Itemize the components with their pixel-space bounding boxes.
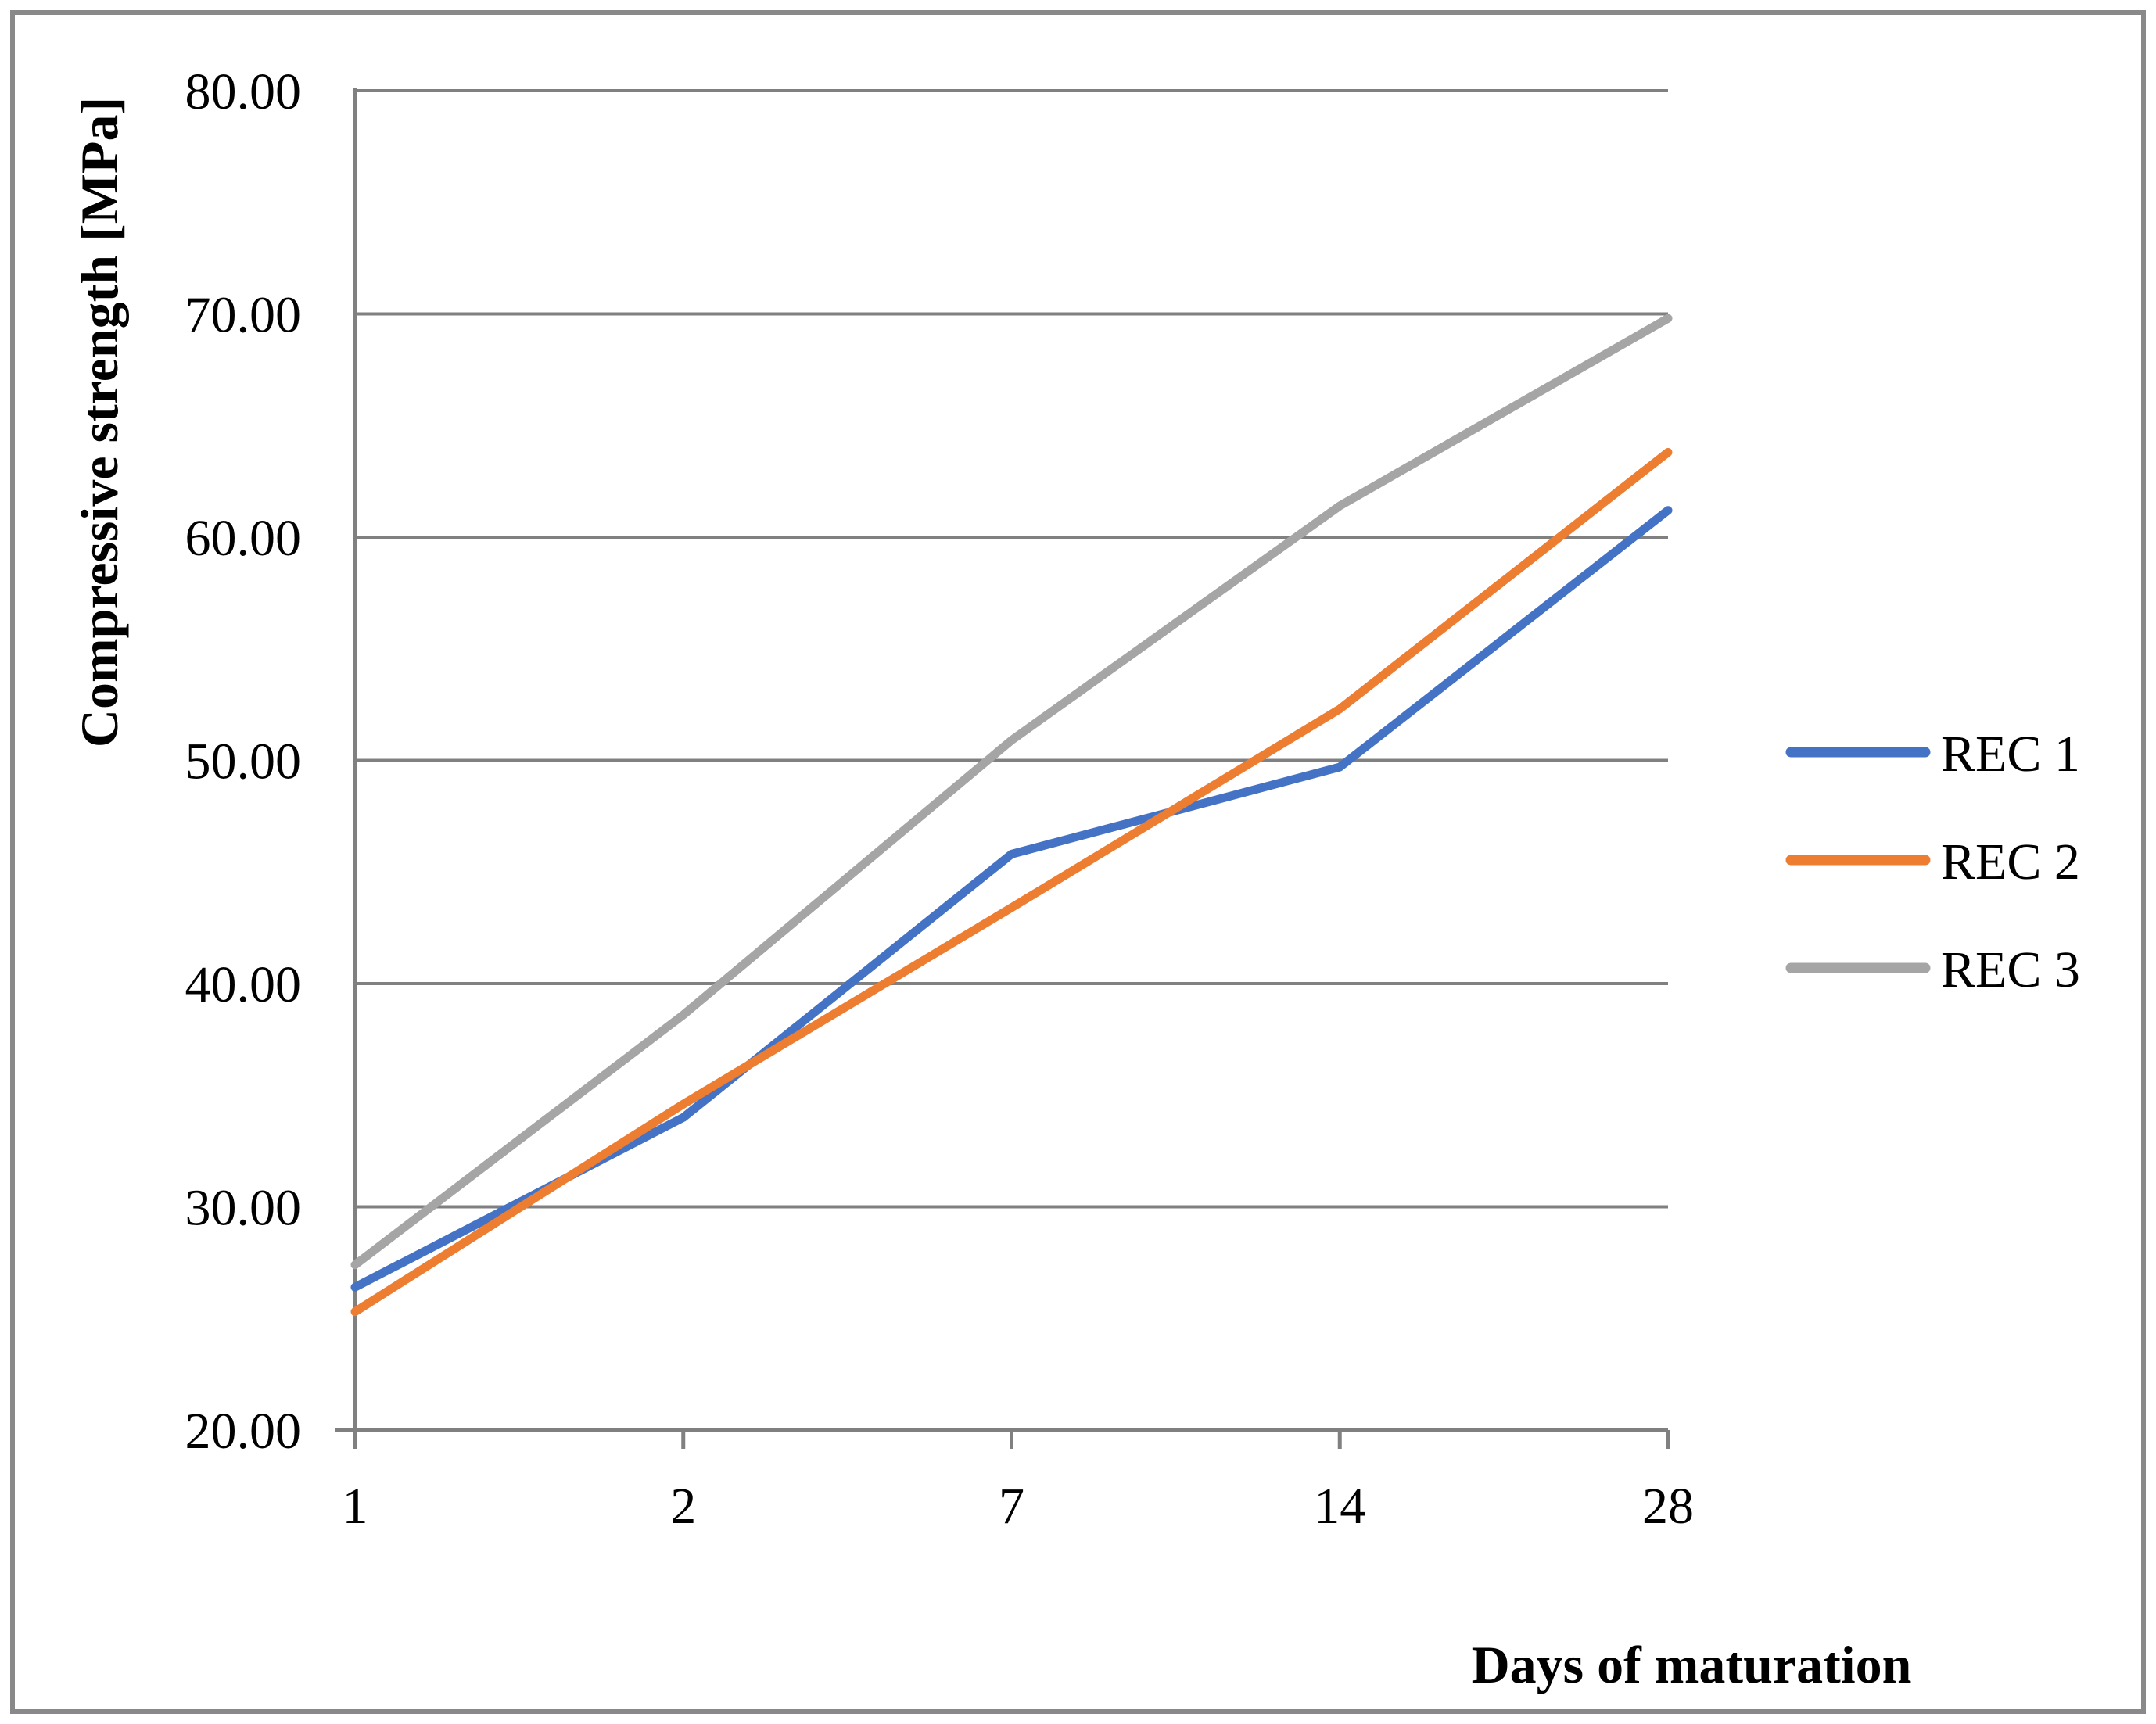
legend-label: REC 3 xyxy=(1941,941,2080,998)
series-lines xyxy=(350,314,1673,1317)
y-tick-labels: 20.00 30.00 40.00 50.00 60.00 70.00 80.00 xyxy=(185,63,302,1460)
x-tick-labels: 1 2 7 14 28 xyxy=(343,1478,1695,1535)
y-tick-label: 60.00 xyxy=(185,510,302,567)
y-tick-label: 50.00 xyxy=(185,733,302,790)
legend-label: REC 1 xyxy=(1941,726,2080,783)
x-tick-label: 14 xyxy=(1314,1478,1365,1535)
y-axis-title: Compressive strength [MPa] xyxy=(70,97,129,747)
gridlines xyxy=(355,89,1668,1432)
x-tick-label: 7 xyxy=(999,1478,1024,1535)
x-tick-label: 2 xyxy=(670,1478,696,1535)
y-tick-label: 80.00 xyxy=(185,63,302,120)
y-tick-label: 40.00 xyxy=(185,956,302,1013)
legend: REC 1 REC 2 REC 3 xyxy=(1785,726,2080,998)
series-line-rec-2 xyxy=(350,448,1673,1317)
legend-label: REC 2 xyxy=(1941,833,2080,891)
x-tick-label: 28 xyxy=(1642,1478,1694,1535)
legend-item-rec-2: REC 2 xyxy=(1785,833,2080,891)
x-tick-label: 1 xyxy=(343,1478,368,1535)
axes xyxy=(335,88,1670,1449)
legend-item-rec-1: REC 1 xyxy=(1785,726,2080,783)
series-line-rec-3 xyxy=(350,314,1673,1270)
chart-outer-border xyxy=(10,10,2146,1714)
y-tick-label: 20.00 xyxy=(185,1403,302,1460)
series-line-rec-1 xyxy=(350,506,1673,1292)
x-axis-title: Days of maturation xyxy=(1472,1635,1912,1694)
legend-item-rec-3: REC 3 xyxy=(1785,941,2080,998)
y-tick-label: 70.00 xyxy=(185,287,302,344)
y-tick-label: 30.00 xyxy=(185,1180,302,1237)
